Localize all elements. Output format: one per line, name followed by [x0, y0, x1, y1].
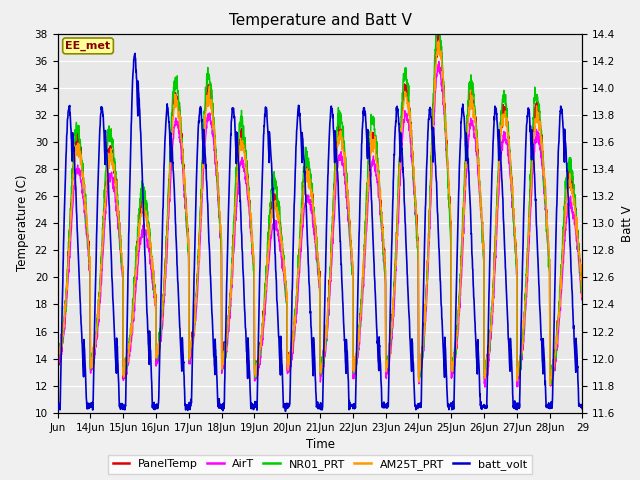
PanelTemp [572, 206, 579, 212]
AM25T_PRT [579, 293, 586, 299]
PanelTemp [220, 354, 227, 360]
AM25T_PRT [478, 217, 486, 223]
AM25T_PRT [508, 172, 515, 178]
NR01_PRT [351, 363, 359, 369]
AirT [435, 59, 443, 64]
batt_volt [220, 405, 227, 411]
batt_volt [282, 408, 289, 414]
AM25T_PRT [106, 152, 114, 158]
Line: AM25T_PRT: AM25T_PRT [58, 41, 582, 385]
AirT [579, 297, 586, 303]
PanelTemp [508, 177, 515, 183]
NR01_PRT [478, 229, 486, 235]
Legend: PanelTemp, AirT, NR01_PRT, AM25T_PRT, batt_volt: PanelTemp, AirT, NR01_PRT, AM25T_PRT, ba… [108, 455, 532, 474]
PanelTemp [106, 152, 114, 158]
batt_volt [508, 363, 516, 369]
AM25T_PRT [572, 208, 579, 214]
Title: Temperature and Batt V: Temperature and Batt V [228, 13, 412, 28]
AM25T_PRT [435, 38, 442, 44]
NR01_PRT [106, 130, 114, 136]
AirT [351, 372, 359, 377]
Line: AirT: AirT [58, 61, 582, 387]
Y-axis label: Batt V: Batt V [621, 205, 634, 241]
X-axis label: Time: Time [305, 438, 335, 451]
Line: NR01_PRT: NR01_PRT [58, 17, 582, 384]
AM25T_PRT [220, 356, 227, 361]
Y-axis label: Temperature (C): Temperature (C) [16, 175, 29, 272]
NR01_PRT [508, 176, 515, 182]
NR01_PRT [435, 14, 442, 20]
PanelTemp [478, 215, 486, 221]
NR01_PRT [579, 292, 586, 298]
PanelTemp [351, 357, 359, 363]
batt_volt [106, 224, 114, 230]
AM25T_PRT [546, 382, 554, 388]
AM25T_PRT [54, 347, 61, 353]
AirT [220, 364, 227, 370]
PanelTemp [546, 382, 554, 388]
batt_volt [131, 50, 139, 56]
batt_volt [572, 360, 579, 366]
batt_volt [54, 402, 61, 408]
batt_volt [579, 406, 586, 412]
NR01_PRT [547, 381, 555, 387]
batt_volt [478, 403, 486, 409]
NR01_PRT [220, 348, 227, 354]
AM25T_PRT [351, 353, 359, 359]
AirT [572, 225, 579, 231]
Line: PanelTemp: PanelTemp [58, 35, 582, 385]
Line: batt_volt: batt_volt [58, 53, 582, 411]
AirT [54, 360, 61, 366]
AirT [508, 195, 516, 201]
PanelTemp [54, 360, 61, 366]
AirT [478, 225, 486, 230]
AirT [106, 171, 114, 177]
NR01_PRT [54, 356, 61, 362]
PanelTemp [579, 288, 586, 294]
batt_volt [352, 394, 360, 400]
PanelTemp [435, 32, 442, 37]
AirT [481, 384, 489, 390]
Text: EE_met: EE_met [65, 41, 111, 51]
NR01_PRT [572, 192, 579, 198]
